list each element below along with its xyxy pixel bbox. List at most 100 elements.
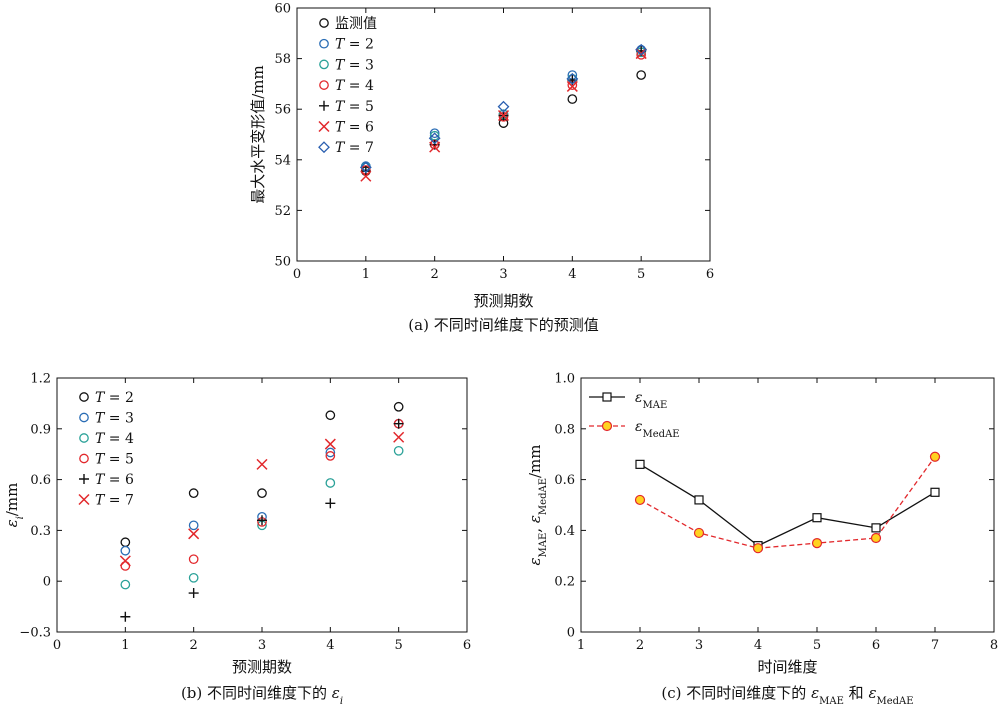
figure-caption: (b) 不同时间维度下的 εi: [181, 684, 343, 707]
legend-label: T = 2: [335, 37, 374, 53]
data-point: [325, 451, 336, 461]
data-point: [694, 495, 704, 505]
x-tick-label: 5: [637, 267, 645, 282]
x-axis-label: 预测期数: [232, 658, 292, 676]
data-point: [930, 487, 940, 497]
data-point: [120, 611, 131, 622]
legend-label: T = 6: [335, 120, 374, 136]
legend-marker: [79, 453, 89, 464]
series-a-6: [359, 43, 648, 174]
data-point: [188, 488, 199, 498]
data-point: [429, 128, 440, 139]
legend-label: T = 7: [335, 140, 374, 156]
x-tick-label: 0: [293, 267, 301, 282]
data-point: [497, 109, 510, 122]
legend-marker: [319, 38, 329, 49]
x-tick-label: 2: [431, 267, 439, 282]
x-tick-label: 5: [395, 638, 403, 653]
series-c-0: [635, 459, 940, 551]
legend-label: T = 7: [95, 493, 134, 509]
data-point: [325, 410, 336, 421]
x-tick-label: 3: [258, 638, 266, 653]
series-c-1: [634, 451, 941, 554]
data-point: [120, 537, 131, 548]
data-point: [257, 515, 267, 526]
x-tick-label: 1: [362, 267, 370, 282]
x-tick-label: 1: [577, 638, 585, 653]
data-point: [636, 70, 647, 80]
data-point: [634, 494, 646, 506]
x-tick-label: 4: [754, 638, 762, 653]
y-tick-label: 50: [274, 255, 291, 270]
legend: εMAE εMedAE: [589, 390, 680, 440]
x-tick-label: 0: [53, 638, 61, 653]
data-point: [393, 418, 404, 429]
legend-label: 监测值: [335, 16, 377, 32]
y-tick-label: 0: [43, 575, 51, 590]
data-point: [325, 447, 336, 458]
data-point: [188, 520, 199, 531]
legend-label: εMedAE: [635, 419, 680, 440]
data-point: [429, 141, 441, 153]
y-tick-label: 0: [567, 626, 575, 641]
x-axis-label: 预测期数: [473, 292, 533, 310]
legend-marker: [78, 493, 90, 506]
x-tick-label: 6: [706, 267, 714, 282]
data-point: [188, 528, 200, 540]
data-point: [635, 48, 647, 60]
data-point: [393, 401, 404, 412]
y-tick-label: 1.2: [30, 372, 51, 387]
x-tick-label: 3: [695, 638, 703, 653]
data-point: [120, 545, 131, 556]
x-tick-label: 7: [931, 638, 939, 653]
y-tick-label: 56: [274, 103, 291, 118]
y-tick-label: 0.6: [554, 473, 575, 488]
y-tick-label: 0.9: [30, 422, 51, 437]
x-tick-label: 6: [463, 638, 471, 653]
legend-label: T = 5: [95, 452, 134, 468]
figure-caption: (a) 不同时间维度下的预测值: [408, 316, 598, 334]
series-line: [639, 456, 936, 549]
data-point: [812, 513, 822, 523]
data-point: [393, 445, 404, 456]
data-point: [188, 554, 199, 565]
chart-c: 1 2 3 4 5 6 7 8 0 0.2 0.4 0.6 0.8 1.0 时间维度 εMAE, εMedAE…: [526, 372, 998, 707]
legend-label: T = 3: [335, 57, 374, 73]
x-tick-label: 2: [190, 638, 198, 653]
legend: 监测值 T = 2 T = 3 T = 4 T = 5 T = 6 T = 7: [318, 16, 377, 156]
legend-marker: [79, 433, 89, 443]
data-point: [120, 579, 131, 590]
legend-marker: [319, 18, 329, 28]
data-point: [188, 572, 199, 583]
figure-caption: (c) 不同时间维度下的 εMAE 和 εMedAE: [661, 684, 913, 707]
legend-label: T = 4: [335, 78, 374, 94]
legend-label: εMAE: [635, 390, 667, 411]
data-point: [693, 527, 705, 539]
legend-label: T = 6: [95, 472, 134, 488]
series-b-5: [119, 431, 405, 567]
legend-marker: [318, 141, 330, 154]
data-point: [257, 488, 267, 498]
data-point: [929, 451, 941, 462]
legend-marker: [79, 412, 89, 423]
y-tick-label: 0.4: [554, 524, 575, 539]
series-a-0: [360, 70, 647, 177]
x-tick-label: 5: [813, 638, 821, 653]
data-point: [360, 166, 371, 177]
plot-frame: [580, 377, 995, 633]
y-tick-label: −0.3: [19, 626, 51, 641]
data-point: [359, 161, 372, 174]
y-axis-label: εMAE, εMedAE/mm: [526, 444, 549, 565]
legend-marker: [319, 59, 329, 70]
data-point: [497, 100, 510, 113]
series-a-1: [360, 44, 647, 171]
y-tick-label: 52: [274, 204, 291, 219]
data-point: [811, 537, 823, 549]
series-b-2: [120, 445, 404, 590]
legend-marker: [602, 392, 612, 402]
legend-marker: [79, 474, 89, 484]
legend-label: T = 2: [95, 390, 134, 406]
data-point: [360, 170, 372, 182]
x-tick-label: 6: [872, 638, 880, 653]
